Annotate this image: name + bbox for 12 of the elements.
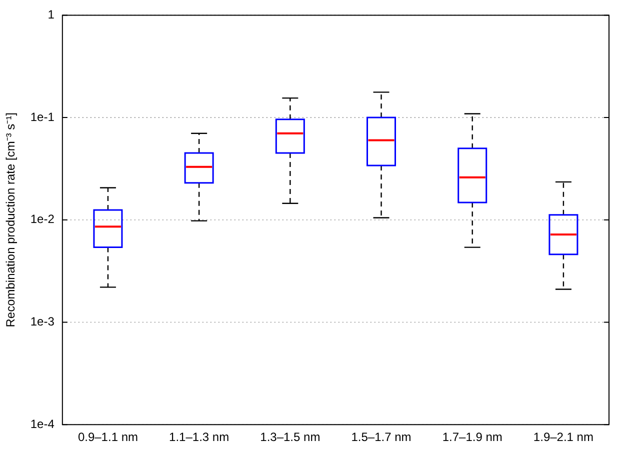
y-axis-title: Recombination production rate [cm⁻³ s⁻¹] xyxy=(4,112,18,328)
x-tick-label: 1.3–1.5 nm xyxy=(260,430,320,444)
y-tick-label: 1e-2 xyxy=(30,212,55,226)
y-tick-label: 1e-4 xyxy=(30,416,55,431)
y-tick-label: 1 xyxy=(48,8,55,22)
x-tick-label: 0.9–1.1 nm xyxy=(78,430,138,444)
x-tick-label: 1.7–1.9 nm xyxy=(442,430,502,444)
y-tick-label: 1e-1 xyxy=(30,110,55,124)
y-tick-label: 1e-3 xyxy=(30,314,55,329)
x-tick-label: 1.1–1.3 nm xyxy=(169,430,230,444)
x-tick-label: 1.5–1.7 nm xyxy=(351,430,412,444)
x-tick-label: 1.9–2.1 nm xyxy=(533,430,594,444)
